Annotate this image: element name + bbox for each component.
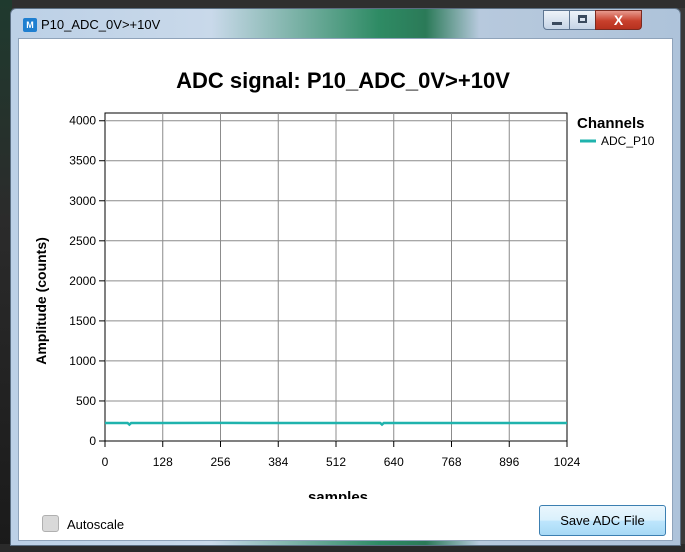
save-adc-file-button[interactable]: Save ADC File [539, 505, 666, 536]
client-area: ADC signal: P10_ADC_0V>+10V 0 128 256 384 51… [18, 38, 673, 541]
chart-grid [104, 112, 568, 442]
app-window: M P10_ADC_0V>+10V X ADC signal: P10_ADC_… [10, 8, 681, 546]
y-tick-label: 2500 [69, 234, 96, 248]
x-tick-label: 640 [384, 455, 404, 469]
series-line [105, 421, 567, 427]
x-tick-label: 384 [268, 455, 288, 469]
y-tick-label: 0 [89, 434, 96, 448]
legend-title: Channels [577, 115, 645, 132]
app-icon[interactable]: M [23, 18, 37, 32]
legend-item-label: ADC_P10 [601, 134, 655, 148]
maximize-button[interactable] [569, 10, 596, 30]
y-tick-label: 4000 [69, 114, 96, 128]
chart-title: ADC signal: P10_ADC_0V>+10V [176, 68, 510, 93]
y-tick-label: 3500 [69, 154, 96, 168]
minimize-icon [552, 22, 562, 25]
y-tick-label: 2000 [69, 274, 96, 288]
x-tick-label: 256 [210, 455, 230, 469]
x-axis-label: samples [308, 489, 368, 499]
chart-series [105, 421, 567, 427]
chart-legend: Channels ADC_P10 [577, 115, 655, 148]
x-tick-label: 512 [326, 455, 346, 469]
desktop-background-left [0, 0, 12, 552]
x-tick-label: 768 [441, 455, 461, 469]
autoscale-checkbox[interactable] [42, 515, 59, 532]
minimize-button[interactable] [543, 10, 570, 30]
title-bar[interactable]: M P10_ADC_0V>+10V X [11, 9, 680, 37]
x-tick-label: 896 [499, 455, 519, 469]
close-icon: X [613, 12, 624, 28]
close-button[interactable]: X [595, 10, 642, 30]
y-tick-label: 1500 [69, 314, 96, 328]
y-tick-label: 3000 [69, 194, 96, 208]
x-tick-label: 1024 [554, 455, 581, 469]
autoscale-label: Autoscale [67, 517, 125, 532]
adc-chart: ADC signal: P10_ADC_0V>+10V 0 128 256 384 51… [33, 68, 655, 499]
chart-axes: 0 128 256 384 512 640 768 896 1024 0 500 1000 1500 20… [69, 114, 580, 469]
x-tick-label: 0 [102, 455, 109, 469]
maximize-icon [578, 15, 587, 23]
y-axis-label: Amplitude (counts) [33, 237, 49, 365]
y-tick-label: 1000 [69, 354, 96, 368]
desktop-background-top [0, 0, 685, 8]
y-tick-label: 500 [76, 394, 96, 408]
window-title: P10_ADC_0V>+10V [41, 17, 161, 32]
desktop-background-bottom [0, 544, 685, 552]
x-tick-label: 128 [153, 455, 173, 469]
